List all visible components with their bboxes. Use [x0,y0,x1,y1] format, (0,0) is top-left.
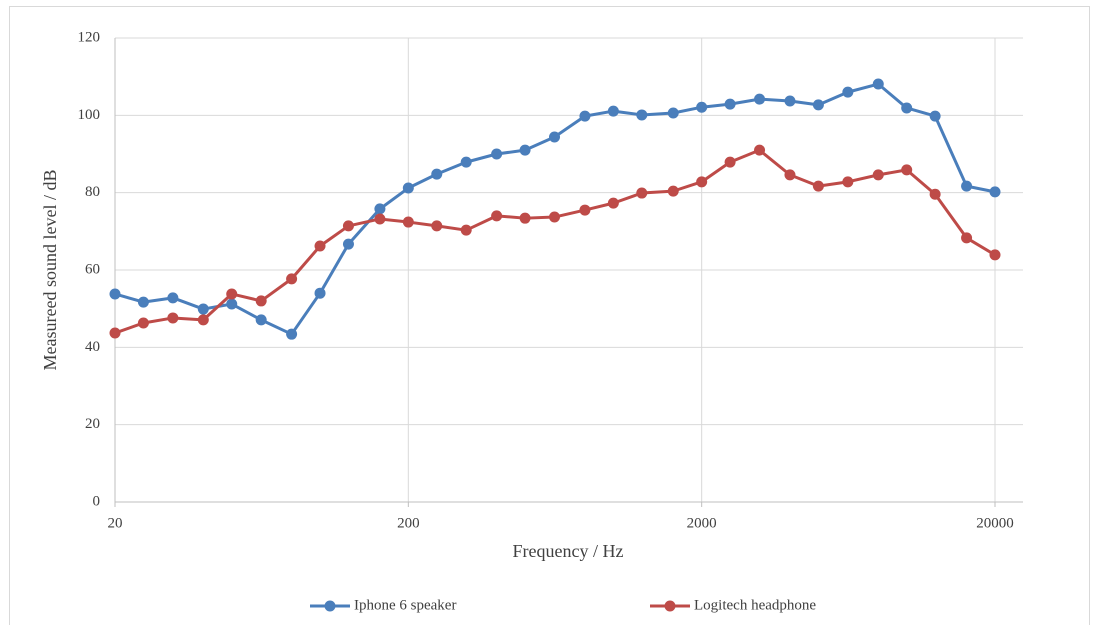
data-point [872,78,884,90]
data-point [901,164,913,176]
data-point [342,220,354,232]
data-point [460,156,472,168]
y-tick-label: 60 [85,261,100,277]
data-point [286,328,298,340]
data-point [989,186,1001,198]
data-point [842,86,854,98]
data-point [607,105,619,117]
y-tick-label: 0 [93,493,101,509]
data-point [374,203,386,215]
data-point [342,238,354,250]
data-point [636,109,648,121]
data-point [607,197,619,209]
data-point [109,288,121,300]
legend-label: Logitech headphone [694,597,816,613]
data-point [812,180,824,192]
data-point [255,314,267,326]
data-point [519,212,531,224]
x-tick-label: 20 [108,515,123,531]
legend-swatch-marker [664,600,676,612]
data-point [197,303,209,315]
x-tick-label: 20000 [976,515,1014,531]
data-point [167,312,179,324]
data-point [961,232,973,244]
data-point [929,110,941,122]
data-point [961,180,973,192]
x-tick-label: 2000 [687,515,717,531]
data-point [667,185,679,197]
data-point [226,288,238,300]
data-point [374,213,386,225]
data-point [109,327,121,339]
data-point [754,93,766,105]
legend-label: Iphone 6 speaker [354,597,456,613]
data-point [137,317,149,329]
y-tick-label: 20 [85,416,100,432]
data-point [812,99,824,111]
data-point [286,273,298,285]
data-point [784,95,796,107]
data-point [491,148,503,160]
data-point [314,287,326,299]
y-tick-label: 80 [85,184,100,200]
data-point [667,107,679,119]
y-tick-label: 40 [85,339,100,355]
data-point [460,224,472,236]
data-point [549,131,561,143]
data-point [431,220,443,232]
data-point [929,188,941,200]
data-point [491,210,503,222]
data-point [696,176,708,188]
y-axis-title: Measureed sound level / dB [40,170,60,371]
data-point [696,101,708,113]
data-point [989,249,1001,261]
data-point [901,102,913,114]
data-point [754,144,766,156]
data-point [724,156,736,168]
data-point [137,296,149,308]
data-point [314,240,326,252]
data-point [167,292,179,304]
y-tick-label: 100 [78,107,101,123]
data-point [784,169,796,181]
data-point [842,176,854,188]
data-point [255,295,267,307]
data-point [872,169,884,181]
data-point [197,314,209,326]
data-point [402,182,414,194]
x-tick-label: 200 [397,515,420,531]
data-point [402,216,414,228]
data-point [519,144,531,156]
x-axis-title: Frequency / Hz [513,541,624,561]
legend-swatch-marker [324,600,336,612]
data-point [579,204,591,216]
data-point [549,211,561,223]
data-point [226,298,238,310]
data-point [431,168,443,180]
y-tick-label: 120 [78,29,101,45]
data-point [636,187,648,199]
data-point [579,110,591,122]
data-point [724,98,736,110]
